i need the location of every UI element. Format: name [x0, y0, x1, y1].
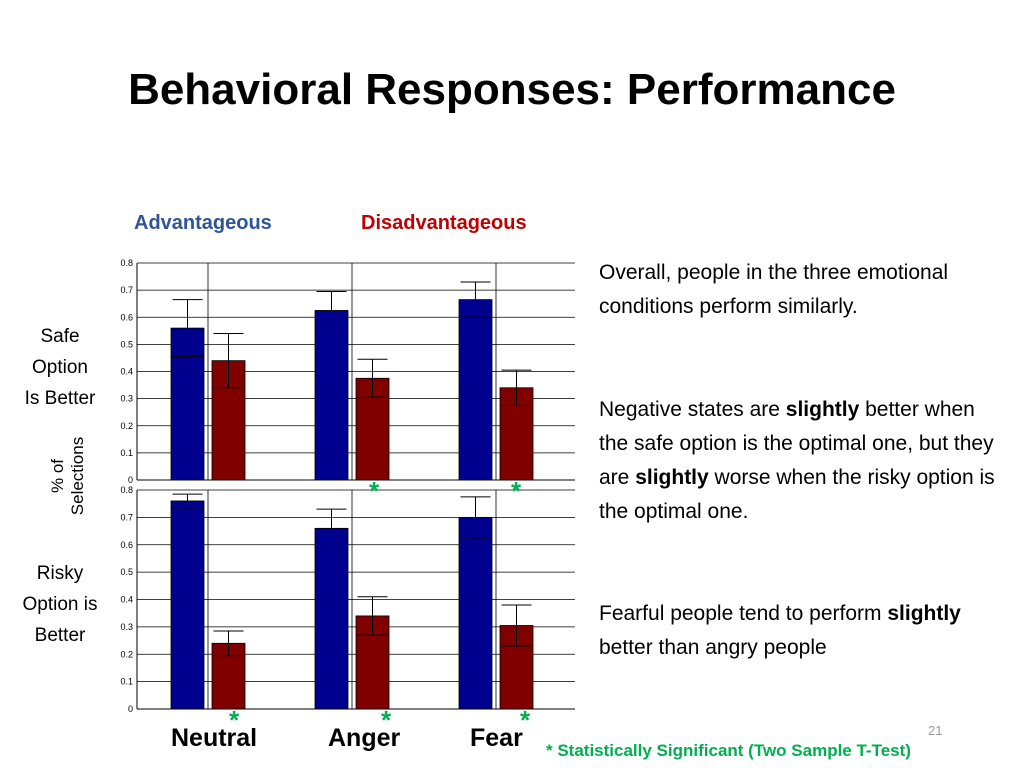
bottom-y-tick-label: 0.4 — [120, 595, 133, 605]
significance-star-top-anger: * — [369, 476, 380, 506]
top-y-tick-label: 0.8 — [120, 258, 133, 268]
top-y-tick-label: 0.5 — [120, 339, 133, 349]
p2-emphasis-1: slightly — [785, 398, 860, 421]
paragraph-fearful: Fearful people tend to perform slightly … — [599, 597, 1009, 665]
bottom-y-tick-label: 0.2 — [120, 649, 133, 659]
paragraph-overall: Overall, people in the three emotional c… — [599, 261, 949, 318]
category-label-anger: Anger — [328, 724, 401, 752]
paragraph-negative-states: Negative states are slightly better when… — [599, 393, 1009, 529]
p3-text-a: Fearful people tend to perform — [599, 602, 888, 625]
significance-note: * Statistically Significant (Two Sample … — [546, 741, 911, 760]
significance-star-bottom-neutral: * — [229, 705, 240, 735]
row-label-risky-line-1: Risky — [36, 563, 84, 584]
row-label-safe: Safe Option Is Better — [10, 321, 110, 414]
p2-text-c: better when the safe option is the optim… — [599, 398, 994, 489]
row-label-safe-line-1: Safe — [40, 326, 80, 347]
row-label-risky: Risky Option is Better — [6, 558, 114, 651]
bottom-y-tick-label: 0 — [128, 704, 133, 714]
top-bar-fear-advantageous — [458, 299, 493, 481]
category-label-neutral: Neutral — [171, 724, 258, 752]
p3-emphasis: slightly — [887, 602, 961, 625]
bottom-bar-anger-advantageous — [314, 527, 349, 710]
row-label-safe-line-2: Option — [32, 357, 88, 378]
p2-text-e: worse when the risky option is the optim… — [599, 466, 995, 523]
p3-text-c: better than angry people — [599, 636, 827, 659]
row-label-risky-line-3: Better — [34, 625, 86, 646]
top-y-tick-label: 0.3 — [120, 394, 133, 404]
legend-disadvantageous: Disadvantageous — [361, 212, 527, 234]
bottom-bar-neutral-advantageous — [170, 500, 205, 710]
significance-star-bottom-fear: * — [520, 705, 531, 735]
p2-emphasis-2: slightly — [635, 466, 709, 489]
top-bar-anger-advantageous — [314, 310, 349, 481]
p2-text-a: Negative states are — [599, 398, 786, 421]
top-y-tick-label: 0.1 — [120, 448, 133, 458]
top-y-tick-label: 0.2 — [120, 421, 133, 431]
top-y-tick-label: 0.4 — [120, 367, 133, 377]
top-y-tick-label: 0.7 — [120, 285, 133, 295]
significance-star-top-fear: * — [511, 476, 522, 506]
page-number: 21 — [928, 723, 943, 738]
legend-advantageous: Advantageous — [134, 212, 272, 234]
bottom-y-tick-label: 0.6 — [120, 540, 133, 550]
bottom-y-tick-label: 0.5 — [120, 567, 133, 577]
significance-star-bottom-anger: * — [381, 705, 392, 735]
top-y-tick-label: 0 — [128, 475, 133, 485]
bottom-y-tick-label: 0.1 — [120, 677, 133, 687]
top-y-tick-label: 0.6 — [120, 312, 133, 322]
bottom-bar-fear-advantageous — [458, 516, 493, 710]
bottom-y-tick-label: 0.8 — [120, 485, 133, 495]
bottom-y-tick-label: 0.3 — [120, 622, 133, 632]
row-label-safe-line-3: Is Better — [24, 388, 96, 409]
slide-title: Behavioral Responses: Performance — [128, 65, 896, 114]
bottom-y-tick-label: 0.7 — [120, 512, 133, 522]
row-label-risky-line-2: Option is — [22, 594, 98, 615]
category-label-fear: Fear — [470, 724, 523, 752]
